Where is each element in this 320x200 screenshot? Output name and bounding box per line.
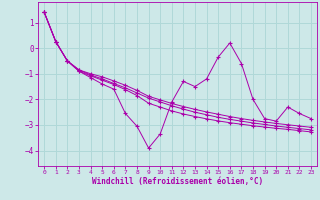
X-axis label: Windchill (Refroidissement éolien,°C): Windchill (Refroidissement éolien,°C) (92, 177, 263, 186)
